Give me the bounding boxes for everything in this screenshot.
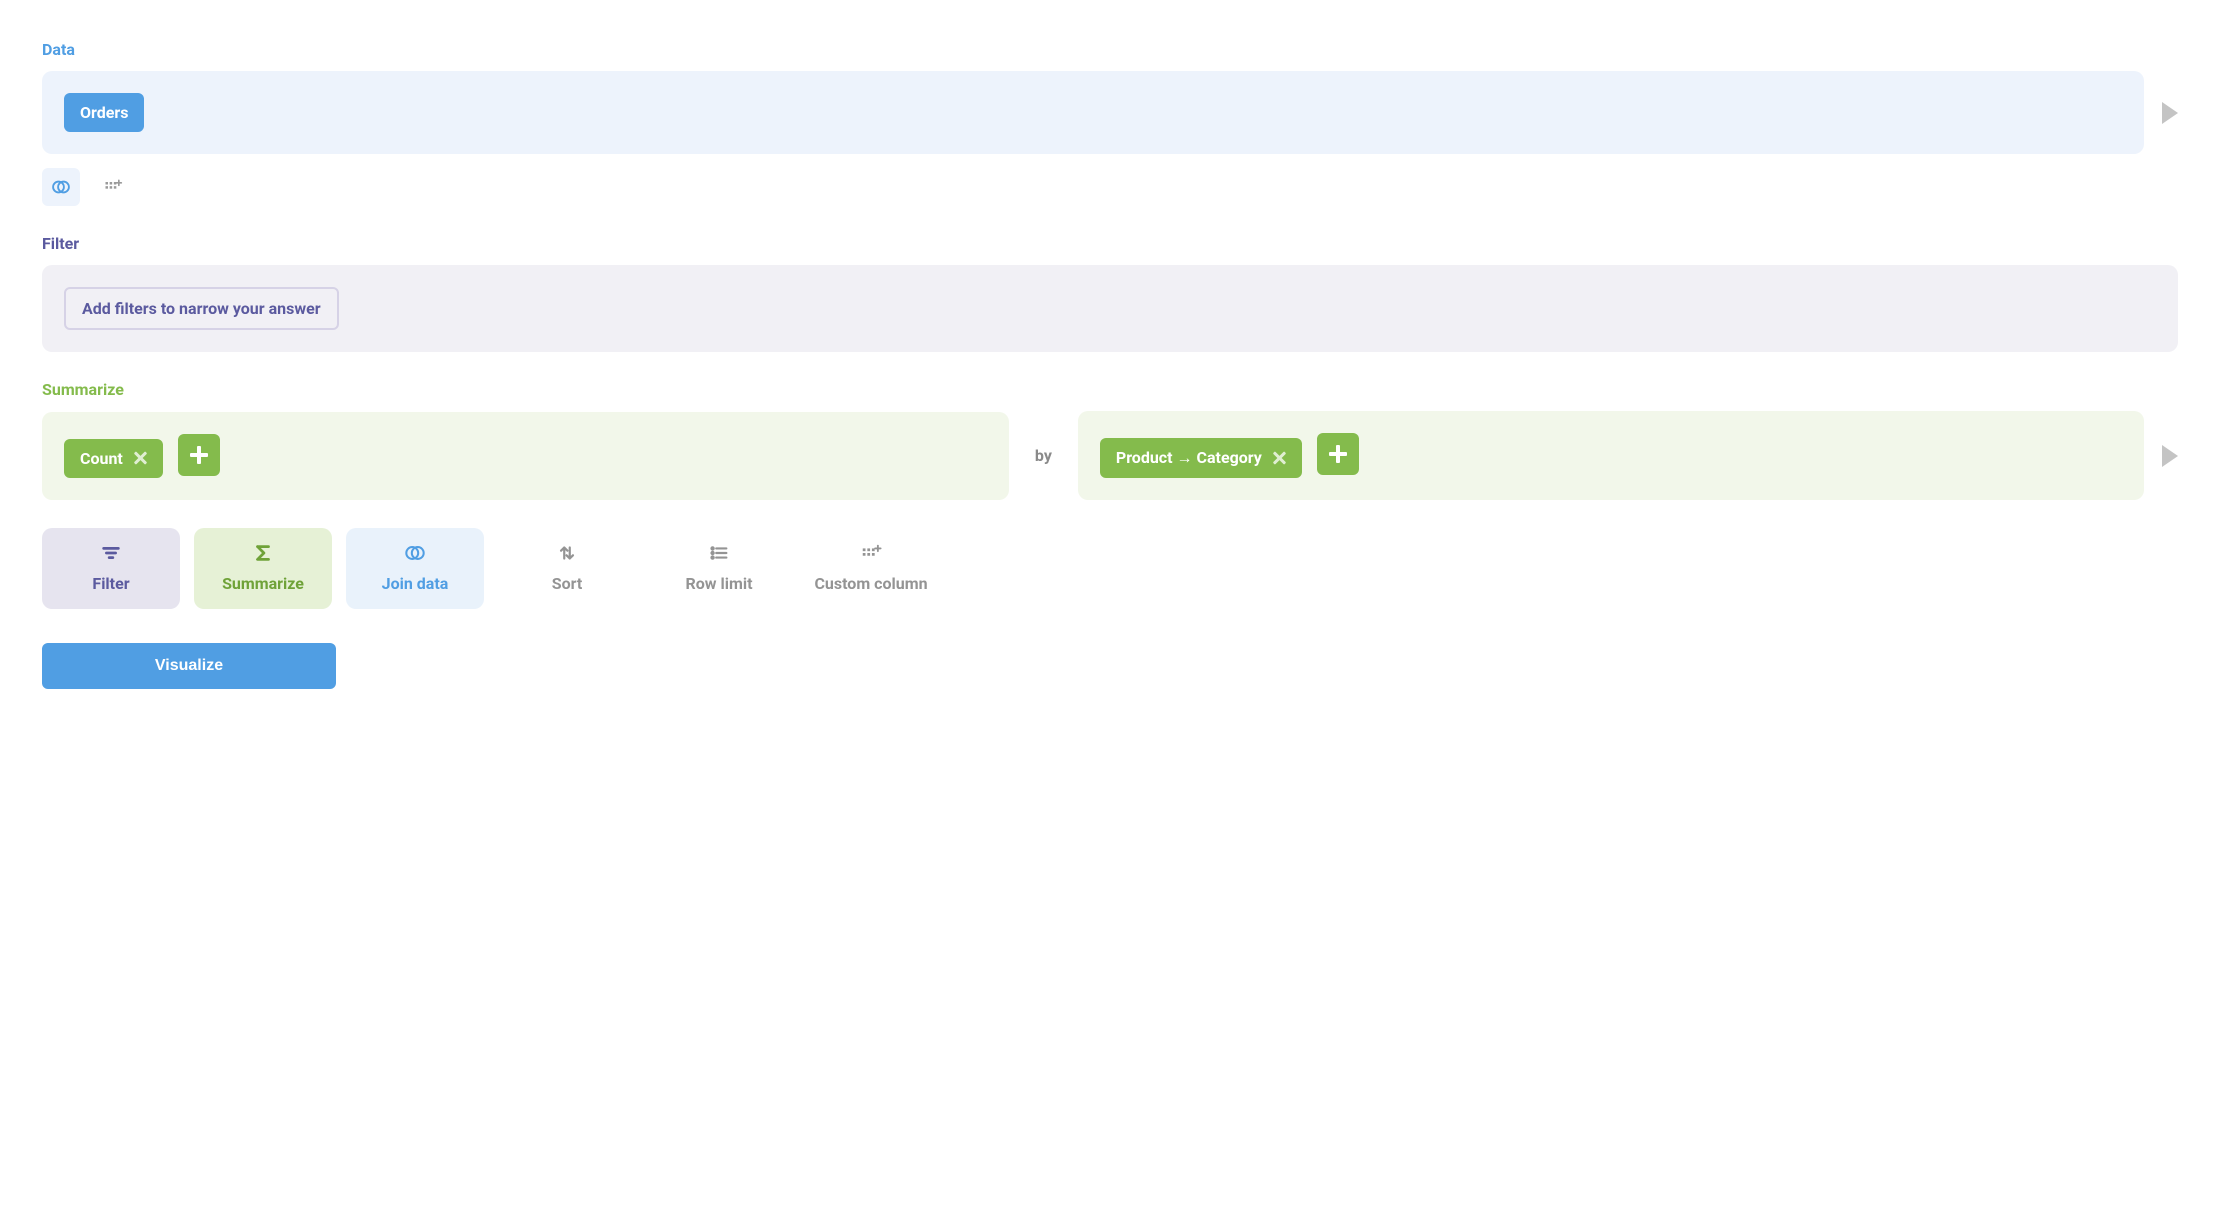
join-tool-button[interactable] bbox=[42, 168, 80, 206]
row-limit-action-card[interactable]: Row limit bbox=[650, 528, 788, 609]
data-source-chip-label: Orders bbox=[80, 103, 128, 122]
sort-action-label: Sort bbox=[552, 574, 583, 593]
summarize-action-label: Summarize bbox=[222, 574, 304, 593]
breakout-chip-label: Product → Category bbox=[1116, 448, 1262, 468]
summarize-section-label: Summarize bbox=[42, 380, 2178, 399]
grid-plus-icon bbox=[860, 542, 882, 564]
custom-column-tool-button[interactable] bbox=[94, 168, 132, 206]
add-filter-button[interactable]: Add filters to narrow your answer bbox=[64, 287, 339, 330]
plus-icon bbox=[190, 446, 208, 464]
filter-action-label: Filter bbox=[92, 574, 129, 593]
add-aggregation-button[interactable] bbox=[178, 434, 220, 476]
aggregation-well: Count bbox=[42, 412, 1009, 500]
plus-icon bbox=[1329, 445, 1347, 463]
filter-section: Filter Add filters to narrow your answer bbox=[42, 234, 2178, 352]
data-row: Orders bbox=[42, 71, 2178, 154]
filter-well: Add filters to narrow your answer bbox=[42, 265, 2178, 352]
aggregation-chip[interactable]: Count bbox=[64, 439, 163, 478]
aggregation-chip-label: Count bbox=[80, 449, 123, 468]
action-cards: Filter Summarize Join data Sort bbox=[42, 528, 2178, 609]
data-section-label: Data bbox=[42, 40, 2178, 59]
sort-action-card[interactable]: Sort bbox=[498, 528, 636, 609]
summarize-action-card[interactable]: Summarize bbox=[194, 528, 332, 609]
summarize-row: Count by Product → Category bbox=[42, 411, 2144, 500]
breakout-well: Product → Category bbox=[1078, 411, 2144, 500]
join-data-action-card[interactable]: Join data bbox=[346, 528, 484, 609]
summarize-row-wrapper: Count by Product → Category bbox=[42, 411, 2178, 500]
summarize-section: Summarize Count by Product → Category bbox=[42, 380, 2178, 500]
remove-breakout-icon[interactable] bbox=[1272, 451, 1286, 465]
breakout-chip[interactable]: Product → Category bbox=[1100, 438, 1302, 478]
remove-aggregation-icon[interactable] bbox=[133, 451, 147, 465]
filter-section-label: Filter bbox=[42, 234, 2178, 253]
join-icon bbox=[404, 542, 426, 564]
filter-icon bbox=[100, 542, 122, 564]
grid-plus-icon bbox=[103, 177, 123, 197]
data-tools bbox=[42, 168, 2178, 206]
custom-column-action-label: Custom column bbox=[814, 574, 927, 593]
sort-icon bbox=[556, 542, 578, 564]
add-breakout-button[interactable] bbox=[1317, 433, 1359, 475]
visualize-button[interactable]: Visualize bbox=[42, 643, 336, 689]
join-icon bbox=[51, 177, 71, 197]
sigma-icon bbox=[252, 542, 274, 564]
row-limit-icon bbox=[708, 542, 730, 564]
custom-column-action-card[interactable]: Custom column bbox=[802, 528, 940, 609]
data-section: Data Orders bbox=[42, 40, 2178, 206]
filter-action-card[interactable]: Filter bbox=[42, 528, 180, 609]
data-well[interactable]: Orders bbox=[42, 71, 2144, 154]
run-data-step-icon[interactable] bbox=[2162, 102, 2178, 124]
data-source-chip[interactable]: Orders bbox=[64, 93, 144, 132]
run-summarize-step-icon[interactable] bbox=[2162, 445, 2178, 467]
summarize-by-word: by bbox=[1027, 446, 1060, 465]
row-limit-action-label: Row limit bbox=[686, 574, 753, 593]
join-data-action-label: Join data bbox=[382, 574, 449, 593]
